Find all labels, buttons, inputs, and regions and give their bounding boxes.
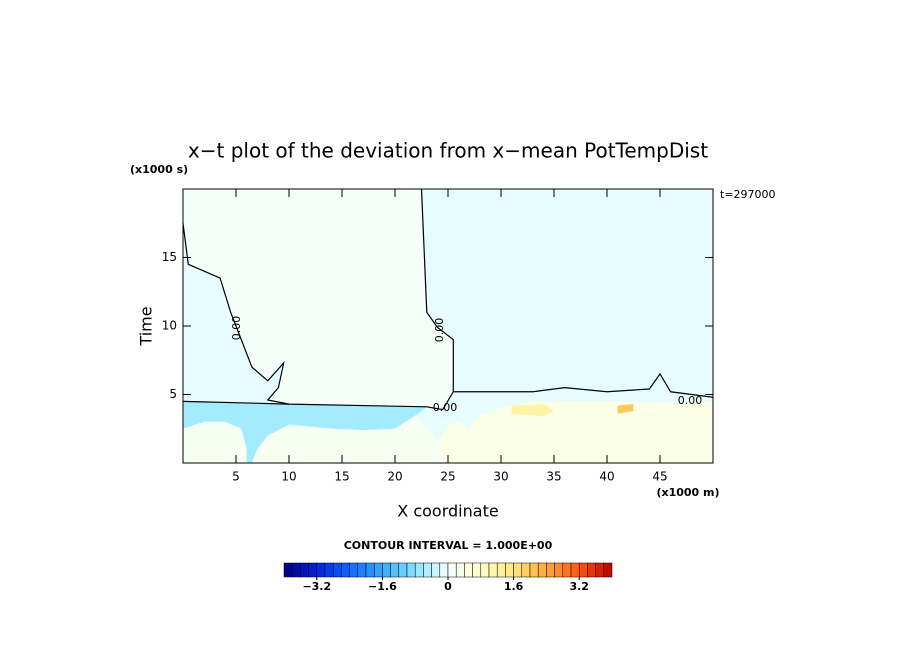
colorbar-box bbox=[496, 562, 506, 578]
colorbar-box bbox=[382, 562, 391, 578]
colorbar-box bbox=[398, 562, 408, 578]
contour-line bbox=[453, 372, 713, 398]
colorbar-box bbox=[595, 562, 605, 578]
colorbar-box bbox=[488, 562, 498, 578]
colorbar-box bbox=[603, 562, 613, 578]
colorbar-box bbox=[529, 562, 539, 578]
colorbar-box bbox=[300, 562, 309, 578]
time-label: t=297000 bbox=[720, 188, 776, 201]
x-tick-label: 25 bbox=[440, 470, 455, 484]
field-region bbox=[617, 404, 634, 414]
field-region bbox=[183, 421, 247, 463]
colorbar-box bbox=[505, 562, 514, 578]
colorbar-box bbox=[431, 562, 441, 578]
colorbar-box bbox=[332, 562, 342, 578]
colorbar-box bbox=[291, 562, 301, 578]
colorbar-box bbox=[439, 562, 449, 578]
colorbar-box bbox=[414, 562, 424, 578]
x-tick-label: 15 bbox=[334, 470, 349, 484]
field-region bbox=[183, 401, 427, 463]
contour-line bbox=[183, 189, 454, 411]
contour-line bbox=[183, 400, 290, 405]
colorbar-box bbox=[283, 562, 293, 578]
field-region bbox=[251, 415, 448, 463]
contour-label: 0.00 bbox=[678, 394, 703, 407]
colorbar-box bbox=[455, 562, 465, 578]
field-region bbox=[511, 404, 554, 417]
x-tick-label: 30 bbox=[493, 470, 508, 484]
colorbar-box bbox=[464, 562, 473, 578]
colorbar-box bbox=[472, 562, 482, 578]
field-region bbox=[183, 189, 454, 410]
x-axis-label: X coordinate bbox=[397, 502, 498, 521]
colorbar-tick-label: −3.2 bbox=[302, 580, 331, 593]
chart-title: x−t plot of the deviation from x−mean Po… bbox=[188, 139, 708, 163]
colorbar-box bbox=[537, 562, 547, 578]
x-tick-label: 35 bbox=[546, 470, 561, 484]
colorbar-box bbox=[365, 562, 375, 578]
colorbar-box bbox=[406, 562, 416, 578]
colorbar-box bbox=[513, 562, 523, 578]
x-tick-label: 10 bbox=[281, 470, 296, 484]
colorbar-box bbox=[554, 562, 564, 578]
colorbar-box bbox=[578, 562, 588, 578]
colorbar-box bbox=[324, 562, 334, 578]
colorbar-box bbox=[316, 562, 326, 578]
colorbar-box bbox=[341, 562, 350, 578]
x-tick-label: 40 bbox=[599, 470, 614, 484]
colorbar-box bbox=[546, 562, 555, 578]
x-tick-label: 45 bbox=[652, 470, 667, 484]
colorbar-box bbox=[357, 562, 367, 578]
colorbar-tick-label: 3.2 bbox=[569, 580, 589, 593]
colorbar-box bbox=[587, 562, 596, 578]
contour-interval: CONTOUR INTERVAL = 1.000E+00 bbox=[344, 539, 553, 552]
x-tick-label: 5 bbox=[232, 470, 240, 484]
colorbar-tick-label: 1.6 bbox=[504, 580, 524, 593]
colorbar-box bbox=[480, 562, 490, 578]
y-tick-label: 5 bbox=[169, 387, 177, 401]
colorbar-box bbox=[521, 562, 531, 578]
colorbar-box bbox=[447, 562, 457, 578]
colorbar-tick-label: −1.6 bbox=[368, 580, 397, 593]
colorbar-box bbox=[562, 562, 572, 578]
contour-label: 0.00 bbox=[433, 401, 458, 414]
y-unit: (x1000 s) bbox=[130, 163, 188, 176]
colorbar-tick-label: 0 bbox=[444, 580, 452, 593]
x-unit: (x1000 m) bbox=[656, 486, 719, 499]
x-tick-label: 20 bbox=[387, 470, 402, 484]
y-tick-label: 15 bbox=[162, 250, 177, 264]
colorbar-box bbox=[349, 562, 359, 578]
colorbar-box bbox=[390, 562, 400, 578]
contour-label: 0.00 bbox=[230, 316, 243, 341]
colorbar-box bbox=[570, 562, 580, 578]
y-axis-label: Time bbox=[137, 306, 156, 346]
colorbar-box bbox=[423, 562, 432, 578]
contour-label: 0.00 bbox=[433, 318, 446, 343]
colorbar-box bbox=[308, 562, 318, 578]
y-tick-label: 10 bbox=[162, 319, 177, 333]
colorbar-box bbox=[373, 562, 383, 578]
field-region bbox=[437, 401, 713, 463]
